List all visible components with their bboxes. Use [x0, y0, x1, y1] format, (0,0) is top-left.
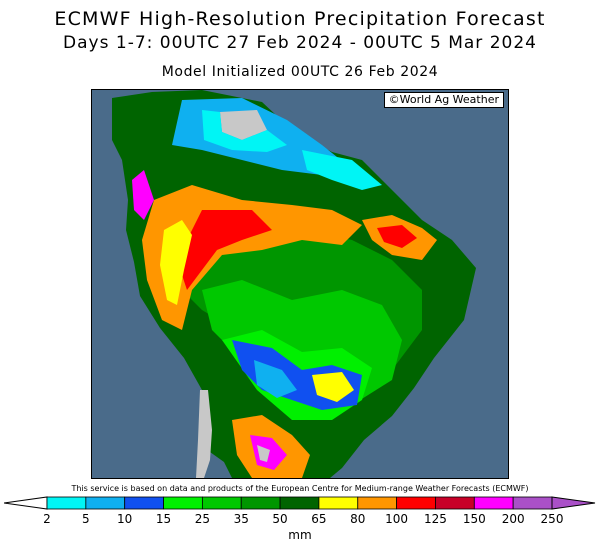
forecast-period: Days 1-7: 00UTC 27 Feb 2024 - 00UTC 5 Ma…: [63, 33, 537, 53]
model-init-time: Model Initialized 00UTC 26 Feb 2024: [161, 64, 439, 80]
precip-65mm-zone-south: [312, 372, 354, 402]
data-disclaimer: This service is based on data and produc…: [71, 484, 529, 493]
unit-label: mm: [288, 528, 312, 542]
precipitation-map: ©World Ag Weather: [91, 89, 509, 479]
northeast-core-zone: [377, 225, 417, 248]
amazon-core-zone: [177, 210, 272, 290]
north-dry-land: [220, 110, 267, 140]
colorbar-swatch-50: [279, 496, 320, 510]
colorbar-swatch-10: [124, 496, 164, 510]
colorbar-swatch-25: [201, 496, 242, 510]
colorbar-tick-35: 35: [233, 512, 249, 526]
colorbar-swatch-35: [240, 496, 281, 510]
colorbar-under-arrow: [4, 496, 48, 510]
colorbar-tick-50: 50: [272, 512, 288, 526]
colombia-coast-zone: [132, 170, 154, 220]
colorbar-tick-125: 125: [424, 512, 447, 526]
colorbar-tick-100: 100: [385, 512, 409, 526]
north-light-zone: [202, 110, 287, 152]
map-title: ECMWF High-Resolution Precipitation Fore…: [54, 8, 546, 30]
andes-yellow-band: [160, 220, 192, 305]
colorbar: [4, 496, 596, 510]
colorbar-tick-80: 80: [350, 512, 366, 526]
colorbar-tick-2: 2: [43, 512, 51, 526]
colorbar-swatch-125: [435, 496, 475, 510]
colorbar-tick-65: 65: [311, 512, 327, 526]
colorbar-tick-25: 25: [194, 512, 211, 526]
south-dry-land: [257, 445, 270, 462]
colorbar-swatch-15: [163, 496, 203, 510]
west-dry-land: [196, 390, 212, 478]
colorbar-tick-15: 15: [155, 512, 172, 526]
colorbar-swatch-2: [46, 496, 87, 510]
credit-label: ©World Ag Weather: [383, 92, 504, 108]
colorbar-swatch-80: [357, 496, 398, 510]
colorbar-swatch-5: [85, 496, 126, 510]
colorbar-tick-150: 150: [462, 512, 486, 526]
map-canvas: [92, 90, 508, 478]
colorbar-swatch-200: [512, 496, 553, 510]
precip-5mm-zone: [254, 360, 297, 398]
colorbar-tick-5: 5: [82, 512, 90, 526]
colorbar-swatch-100: [396, 496, 436, 510]
colorbar-over-arrow: [551, 496, 596, 510]
colorbar-tick-10: 10: [117, 512, 133, 526]
colorbar-tick-200: 200: [501, 512, 525, 526]
colorbar-swatch-65: [318, 496, 359, 510]
guiana-zone: [302, 150, 382, 190]
colorbar-tick-250: 250: [540, 512, 564, 526]
colorbar-swatch-150: [473, 496, 514, 510]
